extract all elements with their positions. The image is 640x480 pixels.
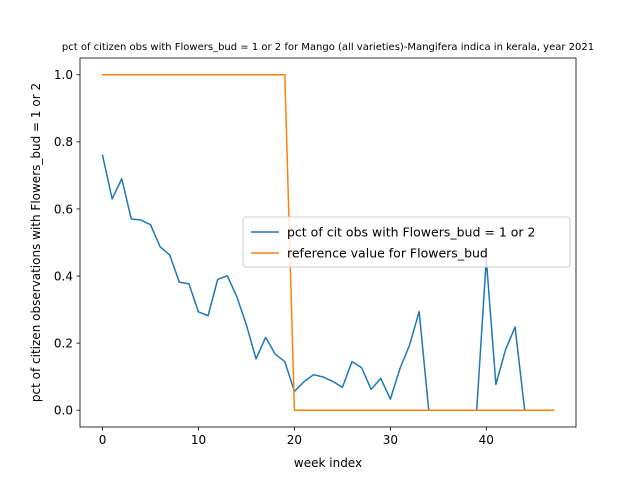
- x-tick-label: 40: [479, 433, 494, 447]
- y-tick-label: 0.4: [54, 269, 73, 283]
- series-layer: [101, 74, 555, 411]
- y-axis-ticks: 0.0 0.2 0.4 0.6 0.8 1.0: [54, 68, 80, 418]
- legend-label-2: reference value for Flowers_bud: [287, 246, 488, 261]
- legend-label-1: pct of cit obs with Flowers_bud = 1 or 2: [287, 225, 535, 240]
- series-line-2: [101, 74, 555, 411]
- legend: pct of cit obs with Flowers_bud = 1 or 2…: [242, 216, 571, 268]
- x-axis-ticks: 0 10 20 30 40: [99, 427, 494, 447]
- y-tick-label: 0.6: [54, 202, 73, 216]
- x-axis-label: week index: [294, 456, 362, 470]
- chart-title: pct of citizen obs with Flowers_bud = 1 …: [62, 42, 594, 53]
- legend-frame: [242, 216, 571, 268]
- x-tick-label: 30: [383, 433, 398, 447]
- y-tick-label: 1.0: [54, 68, 73, 82]
- y-tick-label: 0.8: [54, 135, 73, 149]
- x-tick-label: 0: [99, 433, 107, 447]
- plot-area-frame: [79, 57, 577, 428]
- y-tick-label: 0.2: [54, 336, 73, 350]
- x-tick-label: 20: [287, 433, 302, 447]
- y-axis-label: pct of citizen observations with Flowers…: [29, 83, 43, 402]
- x-tick-label: 10: [191, 433, 206, 447]
- series-line-1: [101, 154, 555, 411]
- y-tick-label: 0.0: [54, 404, 73, 418]
